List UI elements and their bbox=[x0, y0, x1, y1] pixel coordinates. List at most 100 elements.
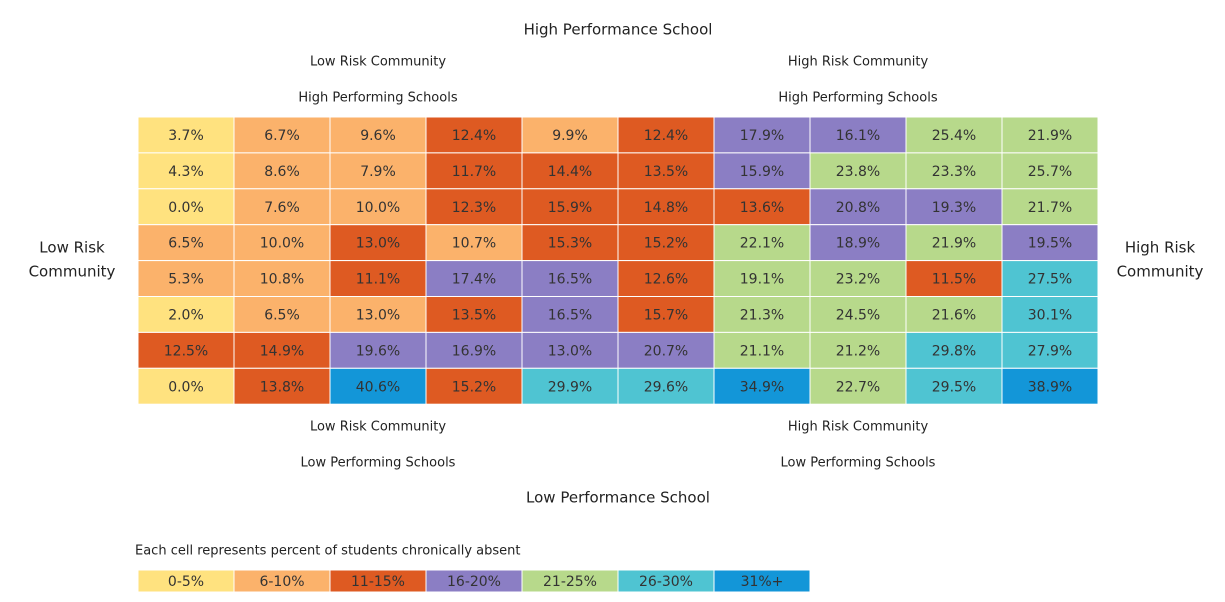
legend-label: 0-5% bbox=[168, 574, 204, 590]
cell-label: 29.9% bbox=[548, 379, 592, 395]
cell-label: 3.7% bbox=[168, 128, 204, 144]
cell-label: 9.9% bbox=[552, 128, 588, 144]
quadrant-label: Low Risk Community bbox=[310, 55, 446, 70]
heatmap-cell bbox=[617, 224, 715, 262]
cell-label: 13.5% bbox=[452, 307, 496, 323]
cell-label: 17.4% bbox=[452, 272, 496, 288]
heatmap-cell bbox=[521, 260, 619, 298]
cell-label: 15.7% bbox=[644, 307, 688, 323]
heatmap-cell bbox=[329, 296, 427, 333]
cell-label: 21.7% bbox=[1028, 200, 1072, 216]
heatmap-cell bbox=[809, 260, 907, 298]
heatmap-cell bbox=[137, 224, 235, 262]
cell-label: 16.9% bbox=[452, 343, 496, 359]
heatmap-cell bbox=[233, 260, 331, 298]
cell-label: 38.9% bbox=[1028, 379, 1072, 395]
heatmap-cell bbox=[1001, 260, 1099, 298]
cell-label: 10.8% bbox=[260, 272, 304, 288]
cell-label: 13.0% bbox=[548, 343, 592, 359]
heatmap-cell bbox=[1001, 116, 1099, 154]
heatmap-cell bbox=[329, 260, 427, 298]
cell-label: 27.9% bbox=[1028, 343, 1072, 359]
heatmap-cell bbox=[905, 331, 1003, 369]
cell-label: 11.7% bbox=[452, 164, 496, 180]
cell-label: 20.8% bbox=[836, 200, 880, 216]
heatmap-cell bbox=[809, 152, 907, 190]
cell-label: 10.0% bbox=[356, 200, 400, 216]
cell-label: 15.9% bbox=[548, 200, 592, 216]
heatmap-cell bbox=[137, 188, 235, 226]
cell-label: 8.6% bbox=[264, 164, 300, 180]
cell-label: 23.2% bbox=[836, 272, 880, 288]
quadrant-label: Low Performing Schools bbox=[301, 456, 456, 471]
cell-label: 10.0% bbox=[260, 236, 304, 252]
heatmap-cell bbox=[809, 116, 907, 154]
heatmap-cell bbox=[713, 152, 811, 190]
heatmap-cell bbox=[329, 116, 427, 154]
heatmap-cell bbox=[617, 296, 715, 333]
cell-label: 19.6% bbox=[356, 343, 400, 359]
heatmap-cell bbox=[713, 224, 811, 262]
cell-label: 13.8% bbox=[260, 379, 304, 395]
cell-label: 23.3% bbox=[932, 164, 976, 180]
cell-label: 21.9% bbox=[1028, 128, 1072, 144]
heatmap-cell bbox=[809, 367, 907, 405]
cell-label: 16.1% bbox=[836, 128, 880, 144]
right-label: Community bbox=[1117, 263, 1204, 281]
left-label: Community bbox=[29, 263, 116, 281]
cell-label: 15.9% bbox=[740, 164, 784, 180]
heatmap-cell bbox=[905, 367, 1003, 405]
heatmap-cell bbox=[809, 331, 907, 369]
quadrant-label: High Performing Schools bbox=[298, 91, 457, 106]
cell-label: 2.0% bbox=[168, 307, 204, 323]
heatmap-cell bbox=[329, 367, 427, 405]
heatmap-cell bbox=[329, 188, 427, 226]
heatmap-cell bbox=[1001, 152, 1099, 190]
right-label: High Risk bbox=[1125, 239, 1196, 257]
cell-label: 19.3% bbox=[932, 200, 976, 216]
heatmap-cell bbox=[617, 331, 715, 369]
cell-label: 14.4% bbox=[548, 164, 592, 180]
cell-label: 17.9% bbox=[740, 128, 784, 144]
cell-label: 11.1% bbox=[356, 272, 400, 288]
heatmap-cell bbox=[905, 224, 1003, 262]
quadrant-label: High Risk Community bbox=[788, 420, 929, 435]
cell-label: 12.6% bbox=[644, 272, 688, 288]
heatmap-cell bbox=[1001, 331, 1099, 369]
heatmap-cell bbox=[137, 116, 235, 154]
heatmap-cell bbox=[425, 296, 523, 333]
cell-label: 40.6% bbox=[356, 379, 400, 395]
heatmap-cell bbox=[233, 152, 331, 190]
heatmap-cell bbox=[425, 331, 523, 369]
left-label: Low Risk bbox=[39, 239, 105, 257]
heatmap-cell bbox=[617, 116, 715, 154]
legend-swatch bbox=[713, 569, 811, 593]
cell-label: 19.1% bbox=[740, 272, 784, 288]
cell-label: 13.0% bbox=[356, 236, 400, 252]
cell-label: 25.4% bbox=[932, 128, 976, 144]
heatmap-cell bbox=[521, 296, 619, 333]
cell-label: 13.6% bbox=[740, 200, 784, 216]
cell-label: 25.7% bbox=[1028, 164, 1072, 180]
cell-label: 19.5% bbox=[1028, 236, 1072, 252]
quadrant-label: Low Performing Schools bbox=[781, 456, 936, 471]
legend-label: 11-15% bbox=[351, 574, 405, 590]
cell-label: 21.1% bbox=[740, 343, 784, 359]
heatmap-cell bbox=[521, 367, 619, 405]
cell-label: 23.8% bbox=[836, 164, 880, 180]
chart-title: High Performance School bbox=[524, 21, 713, 39]
cell-label: 7.9% bbox=[360, 164, 396, 180]
heatmap-cell bbox=[1001, 188, 1099, 226]
heatmap-cell bbox=[617, 152, 715, 190]
cell-label: 6.5% bbox=[264, 307, 300, 323]
legend-label: 6-10% bbox=[259, 574, 304, 590]
cell-label: 14.9% bbox=[260, 343, 304, 359]
cell-label: 29.8% bbox=[932, 343, 976, 359]
cell-label: 24.5% bbox=[836, 307, 880, 323]
cell-label: 27.5% bbox=[1028, 272, 1072, 288]
cell-label: 18.9% bbox=[836, 236, 880, 252]
cell-label: 12.5% bbox=[164, 343, 208, 359]
cell-label: 15.2% bbox=[644, 236, 688, 252]
heatmap-cell bbox=[809, 188, 907, 226]
